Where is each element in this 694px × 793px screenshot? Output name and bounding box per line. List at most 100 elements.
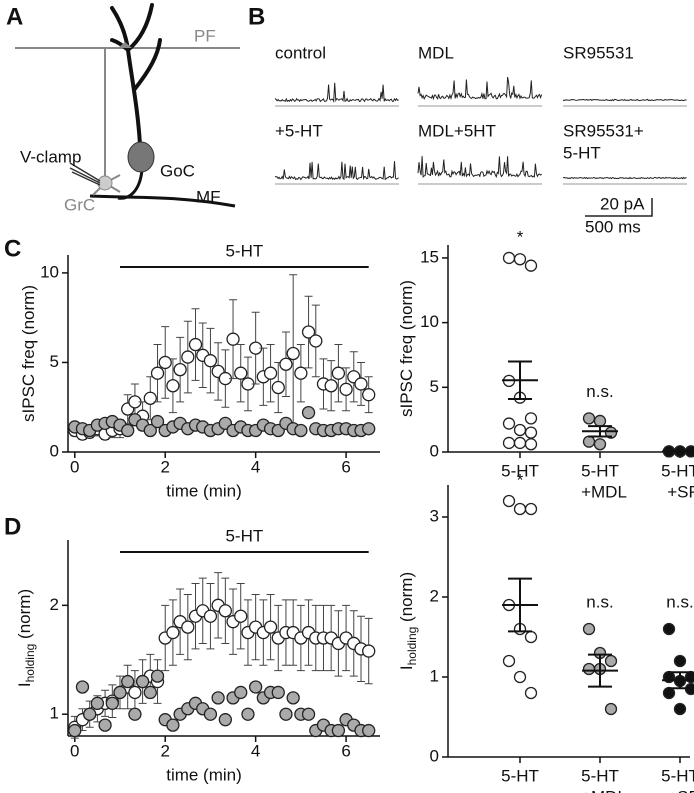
point [143, 391, 157, 405]
point [673, 702, 687, 716]
significance: * [517, 470, 524, 489]
point [673, 654, 687, 668]
point [234, 685, 248, 700]
x-tick-label: 4 [251, 741, 260, 760]
point [513, 670, 527, 684]
trace-label: +5-HT [275, 121, 323, 140]
significance: n.s. [586, 382, 613, 401]
y-tick-label: 5 [50, 352, 59, 371]
point [234, 609, 248, 623]
point [301, 325, 316, 339]
point [263, 620, 278, 634]
point [143, 423, 157, 438]
label: V-clamp [20, 147, 81, 166]
trace-label: 5-HT [563, 143, 601, 162]
point [150, 669, 165, 683]
panel-label: D [4, 513, 21, 540]
point [524, 426, 538, 439]
y-axis-label: sIPSC freq (norm) [19, 285, 38, 422]
point [309, 334, 323, 348]
label: GoC [160, 161, 195, 180]
point [324, 379, 338, 393]
point [593, 414, 607, 428]
point [218, 604, 233, 618]
y-label-part: (norm) [15, 589, 34, 644]
point [128, 707, 142, 721]
point [158, 355, 172, 370]
goc-soma [127, 141, 155, 173]
panel-label: B [248, 3, 265, 30]
trace-label: control [275, 43, 326, 62]
point [105, 696, 119, 710]
y-tick-label: 0 [430, 746, 439, 765]
x-tick-label: +MDL [581, 482, 627, 501]
trace [274, 82, 399, 104]
point [166, 379, 180, 393]
point [301, 405, 316, 420]
trace [562, 176, 687, 180]
trace [417, 76, 543, 101]
point [339, 382, 353, 396]
y-tick-label: 2 [430, 586, 439, 605]
point [524, 502, 538, 516]
point [362, 422, 376, 436]
diagram: PF V-clamp GoC GrC MF [15, 3, 240, 214]
scale-label: 500 ms [585, 217, 641, 236]
point [294, 423, 308, 438]
trace [417, 156, 542, 179]
label: PF [194, 26, 216, 45]
point [593, 438, 607, 451]
x-tick-label: 5-HT [581, 766, 619, 785]
point [524, 412, 538, 425]
point [181, 350, 195, 364]
point [150, 414, 165, 429]
point [286, 691, 300, 705]
point [502, 436, 516, 450]
point [121, 674, 135, 689]
y-label-sub: holding [23, 644, 37, 683]
treatment-label: 5-HT [225, 526, 263, 545]
point [502, 251, 516, 265]
x-tick-label: 5-HT [581, 461, 619, 480]
trace [562, 98, 687, 102]
sem-caps [668, 671, 692, 690]
sem-caps [508, 577, 532, 633]
point [128, 685, 142, 700]
x-tick-label: 2 [160, 457, 169, 476]
x-tick-label: +MDL [581, 787, 627, 793]
point [203, 609, 218, 623]
point [271, 380, 285, 395]
point [121, 423, 135, 438]
trace-label: MDL [418, 43, 454, 62]
point [234, 366, 248, 380]
point [226, 332, 240, 346]
x-tick-label: 5-HT [501, 461, 539, 480]
x-tick-label: 5-HT [661, 766, 694, 785]
point [241, 707, 255, 721]
point [211, 691, 225, 705]
x-tick-label: 6 [341, 741, 350, 760]
x-tick-label: 4 [251, 457, 260, 476]
point [166, 625, 180, 640]
y-tick-label: 2 [50, 595, 59, 614]
y-tick-label: 0 [430, 441, 439, 460]
point [188, 337, 203, 352]
point [271, 685, 285, 700]
trace-label: SR95531 [563, 43, 634, 62]
x-axis-label: time (min) [166, 765, 242, 784]
significance: * [517, 227, 524, 246]
scale-bar [585, 198, 653, 217]
x-axis-label: time (min) [166, 481, 242, 500]
scale-label: 20 pA [600, 194, 645, 213]
y-label-part: (norm) [397, 572, 416, 627]
trace-label: MDL+5HT [418, 121, 496, 140]
y-label-sub: holding [405, 627, 419, 666]
point [75, 680, 90, 694]
point [362, 388, 376, 402]
trace-label: SR95531+ [563, 121, 644, 140]
point [83, 707, 97, 721]
goc-dendrites [110, 3, 162, 147]
point [604, 702, 618, 716]
